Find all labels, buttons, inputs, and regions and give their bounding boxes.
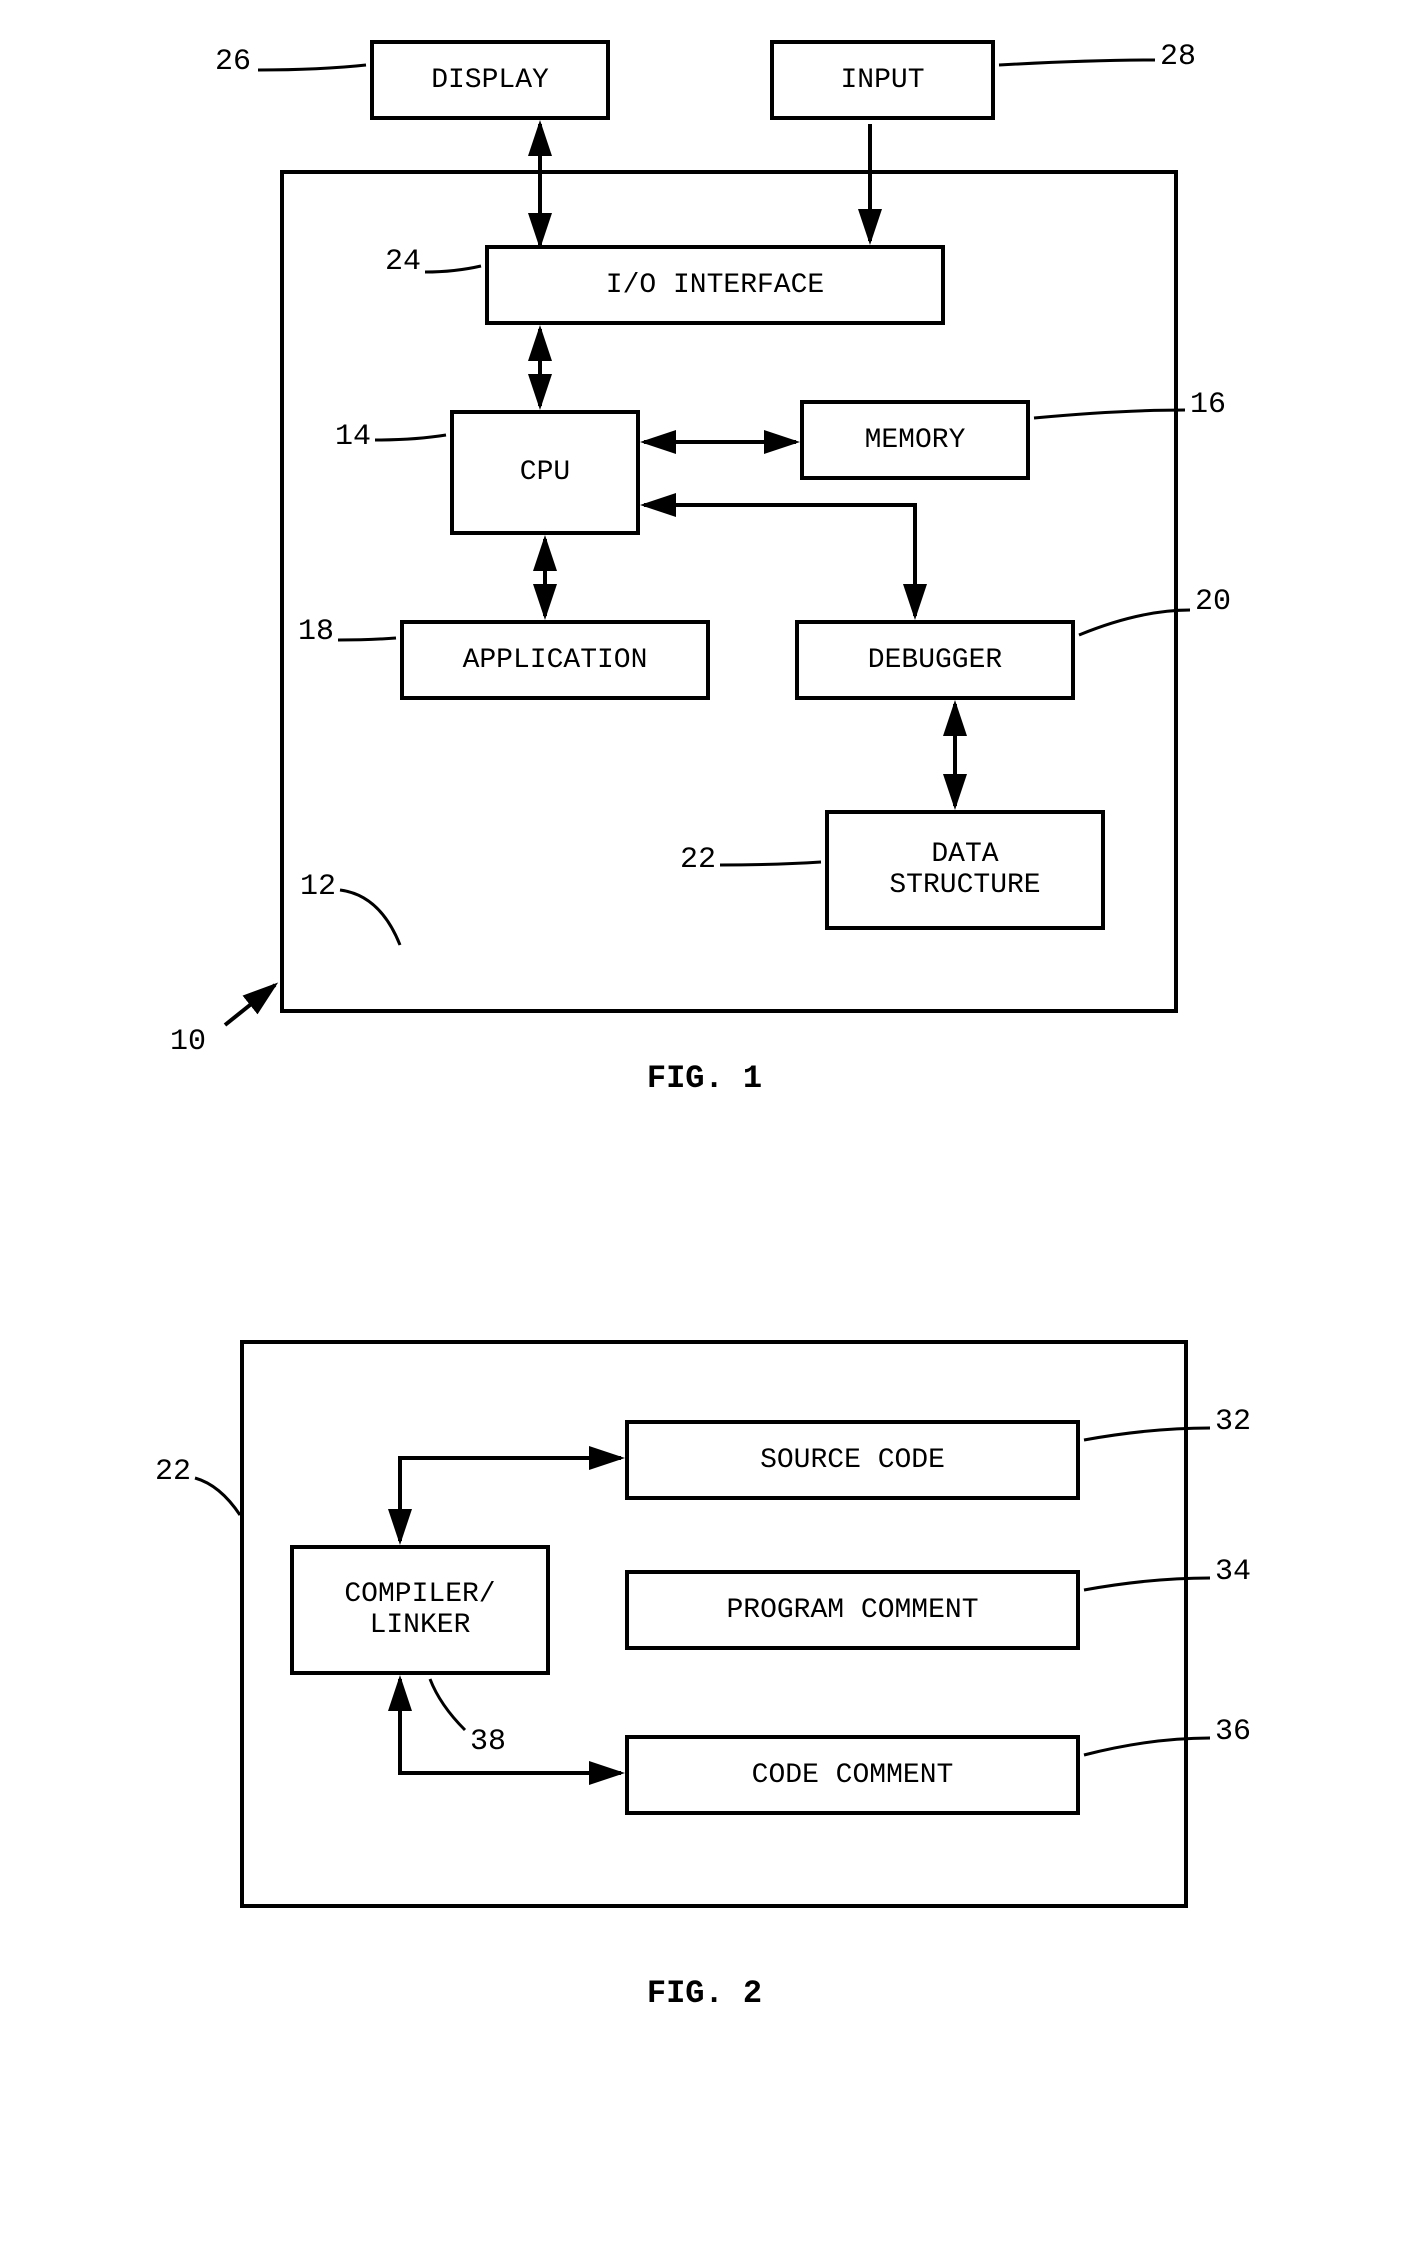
debugger-label: DEBUGGER bbox=[868, 645, 1002, 676]
fig1-title: FIG. 1 bbox=[40, 1060, 1369, 1097]
data-structure-num: 22 bbox=[680, 843, 716, 877]
application-num: 18 bbox=[298, 615, 334, 649]
source-code-num: 32 bbox=[1215, 1405, 1251, 1439]
input-box: INPUT bbox=[770, 40, 995, 120]
io-interface-box: I/O INTERFACE bbox=[485, 245, 945, 325]
cpu-label: CPU bbox=[520, 457, 570, 488]
memory-label: MEMORY bbox=[865, 425, 966, 456]
compiler-linker-num: 38 bbox=[470, 1725, 506, 1759]
program-comment-box: PROGRAM COMMENT bbox=[625, 1570, 1080, 1650]
debugger-num: 20 bbox=[1195, 585, 1231, 619]
memory-box: MEMORY bbox=[800, 400, 1030, 480]
display-box: DISPLAY bbox=[370, 40, 610, 120]
container-num-22: 22 bbox=[155, 1455, 191, 1489]
cpu-num: 14 bbox=[335, 420, 371, 454]
debugger-box: DEBUGGER bbox=[795, 620, 1075, 700]
memory-num: 16 bbox=[1190, 388, 1226, 422]
io-interface-label: I/O INTERFACE bbox=[606, 270, 824, 301]
data-structure-label: DATA STRUCTURE bbox=[889, 839, 1040, 901]
compiler-linker-label: COMPILER/ LINKER bbox=[344, 1579, 495, 1641]
code-comment-box: CODE COMMENT bbox=[625, 1735, 1080, 1815]
page: DISPLAY 26 INPUT 28 I/O INTERFACE 24 CPU… bbox=[40, 40, 1369, 2040]
source-code-label: SOURCE CODE bbox=[760, 1445, 945, 1476]
code-comment-label: CODE COMMENT bbox=[752, 1760, 954, 1791]
input-label: INPUT bbox=[840, 65, 924, 96]
container-num-12: 12 bbox=[300, 870, 336, 904]
source-code-box: SOURCE CODE bbox=[625, 1420, 1080, 1500]
io-interface-num: 24 bbox=[385, 245, 421, 279]
display-num: 26 bbox=[215, 45, 251, 79]
application-box: APPLICATION bbox=[400, 620, 710, 700]
figure-2: COMPILER/ LINKER 38 SOURCE CODE 32 PROGR… bbox=[40, 1340, 1369, 2040]
input-num: 28 bbox=[1160, 40, 1196, 74]
fig2-title: FIG. 2 bbox=[40, 1975, 1369, 2012]
data-structure-box: DATA STRUCTURE bbox=[825, 810, 1105, 930]
cpu-box: CPU bbox=[450, 410, 640, 535]
code-comment-num: 36 bbox=[1215, 1715, 1251, 1749]
compiler-linker-box: COMPILER/ LINKER bbox=[290, 1545, 550, 1675]
program-comment-label: PROGRAM COMMENT bbox=[726, 1595, 978, 1626]
application-label: APPLICATION bbox=[463, 645, 648, 676]
display-label: DISPLAY bbox=[431, 65, 549, 96]
system-num-10: 10 bbox=[170, 1025, 206, 1059]
figure-1: DISPLAY 26 INPUT 28 I/O INTERFACE 24 CPU… bbox=[40, 40, 1369, 1140]
program-comment-num: 34 bbox=[1215, 1555, 1251, 1589]
